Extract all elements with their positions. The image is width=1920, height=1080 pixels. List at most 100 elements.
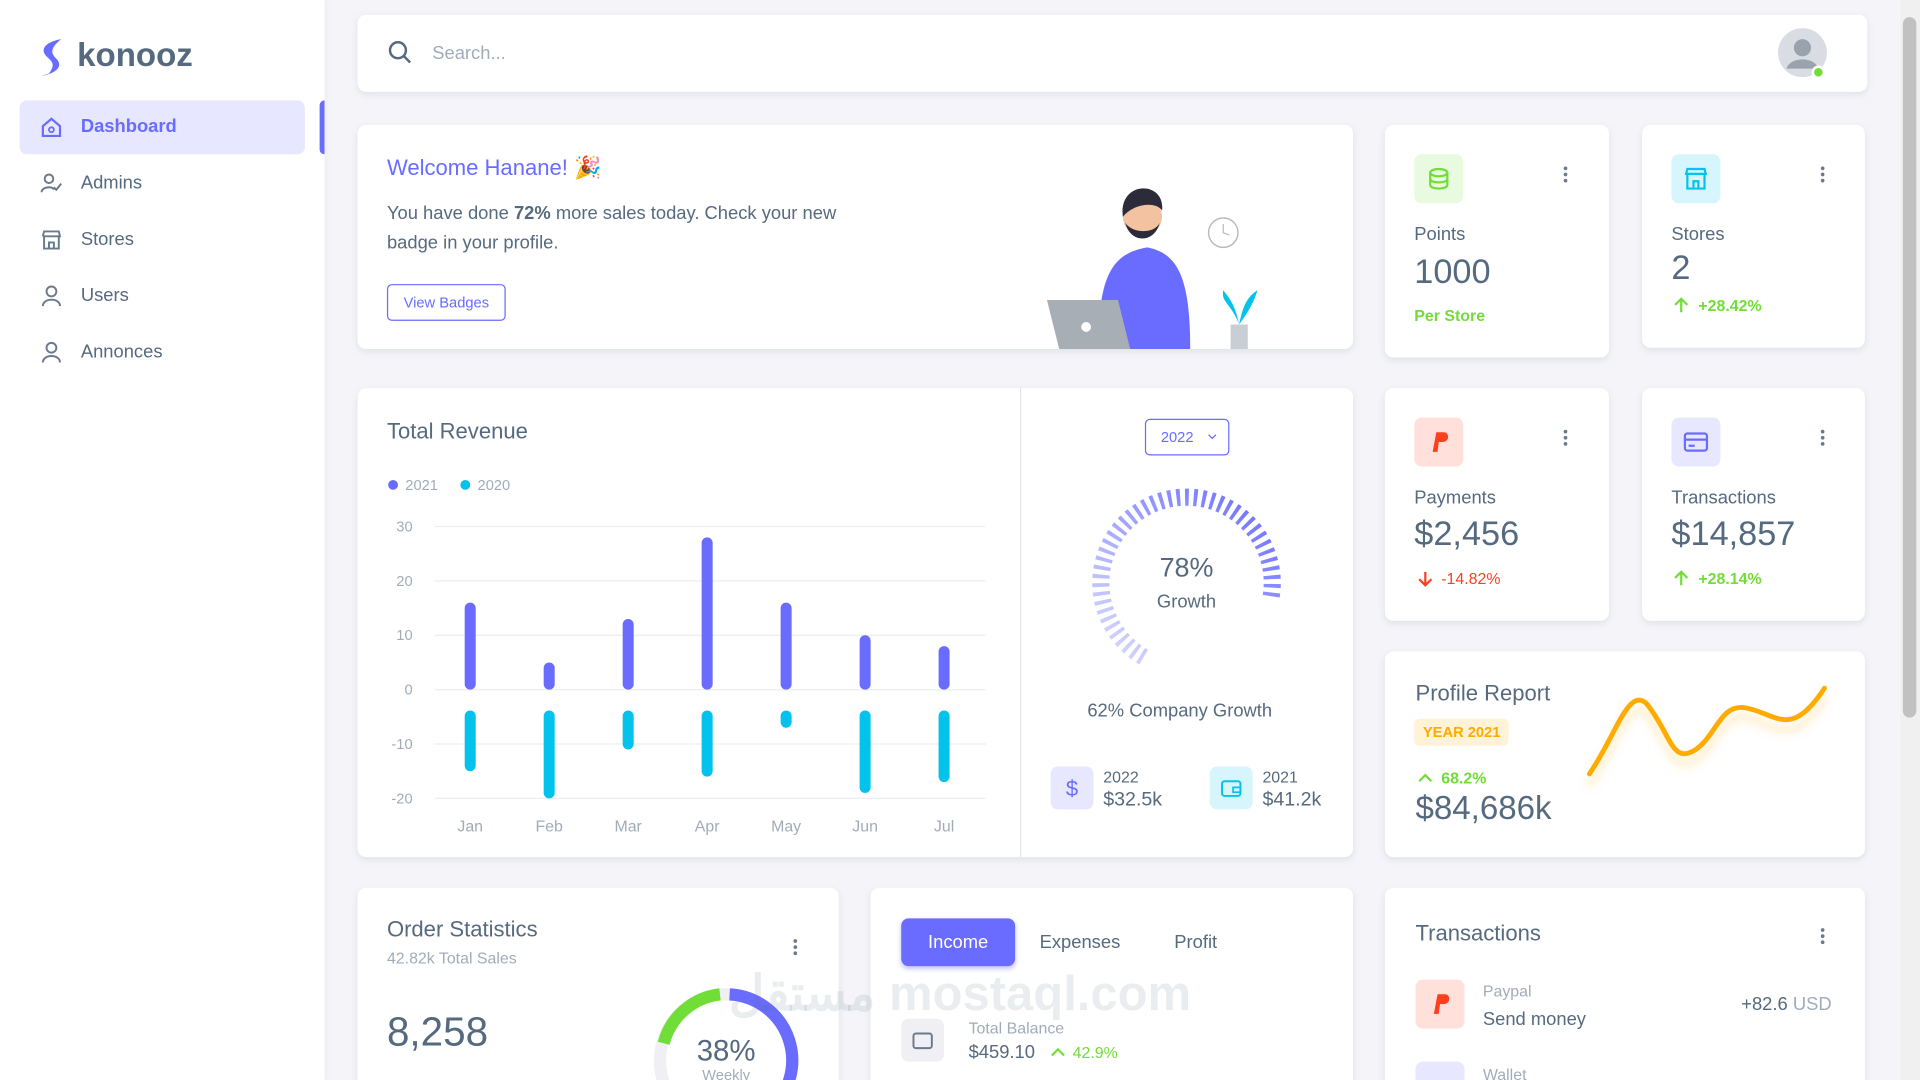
nav-label: Dashboard (80, 116, 177, 138)
chart-title: Total Revenue (386, 418, 528, 444)
balance-change: 42.9% (1072, 1043, 1118, 1062)
nav-item[interactable]: Stores (20, 213, 305, 267)
card-menu[interactable] (1820, 429, 1826, 448)
currency: USD (1792, 994, 1832, 1016)
nav-label: Users (80, 285, 129, 307)
search-bar[interactable]: Search... (357, 14, 1868, 92)
payments-card: Payments $2,456 -14.82% (1384, 388, 1609, 621)
stat-label: Transactions (1671, 487, 1776, 509)
revenue-card: Total Revenue 2022 62% Company Growth $ … (357, 388, 1354, 858)
stat-value: 2 (1671, 248, 1691, 287)
card-menu[interactable] (1820, 928, 1826, 946)
order-title: Order Statistics (386, 917, 538, 942)
tab-profit[interactable]: Profit (1174, 931, 1218, 953)
stat-value: $14,857 (1671, 514, 1796, 553)
year-badge: YEAR 2021 (1414, 718, 1510, 746)
wallet-icon (901, 1018, 945, 1062)
order-statistics-card: Order Statistics 42.82k Total Sales 8,25… (357, 887, 839, 1080)
profile-report-card: Profile Report YEAR 2021 68.2% $84,686k (1384, 651, 1865, 858)
profile-change: 68.2% (1441, 768, 1487, 788)
sidebar: konooz Dashboard Admins Stores Users Ann… (0, 0, 325, 1080)
card-menu[interactable] (1563, 166, 1569, 185)
balance-value: $459.10 (968, 1042, 1035, 1063)
order-subtitle: 42.82k Total Sales (386, 948, 517, 968)
amount: +82.6 (1741, 994, 1788, 1016)
search-placeholder: Search... (432, 42, 506, 64)
transaction-source: Paypal (1482, 982, 1532, 1001)
dollar-icon: $ (1050, 766, 1094, 810)
svg-text:$: $ (1066, 776, 1078, 801)
nav-item[interactable]: Dashboard (19, 100, 305, 155)
text: more sales today. Check your new badge i… (386, 203, 837, 254)
welcome-card: Welcome Hanane! 🎉 You have done 72% more… (357, 124, 1354, 349)
growth-caption: 62% Company Growth (1087, 700, 1273, 722)
year-dropdown[interactable]: 2022 (1144, 418, 1230, 456)
transaction-source: Wallet (1482, 1065, 1527, 1080)
points-card: Points 1000 Per Store (1384, 124, 1609, 358)
nav-item[interactable]: Users (20, 269, 305, 323)
arrow-up (1418, 773, 1433, 783)
tab-income[interactable]: Income (901, 918, 1016, 967)
nav-item[interactable]: Annonces (20, 326, 305, 380)
stat-label: Stores (1671, 224, 1725, 245)
paypal-icon (1415, 979, 1465, 1029)
welcome-title: Welcome Hanane! 🎉 (386, 155, 602, 181)
order-value: 8,258 (386, 1008, 489, 1055)
profile-value: $84,686k (1415, 789, 1552, 827)
stat-value: $2,456 (1414, 514, 1520, 553)
nav-icon (41, 230, 62, 250)
growth-amount: $41.2k (1262, 789, 1322, 811)
nav-icon (40, 173, 62, 193)
welcome-text: You have done 72% more sales today. Chec… (387, 200, 877, 259)
stores-card: Stores 2 +28.42% (1642, 124, 1865, 348)
nav-item[interactable]: Admins (20, 157, 305, 211)
nav-icon (41, 285, 61, 307)
profile-title: Profile Report (1415, 680, 1551, 706)
wallet-icon (1209, 766, 1253, 810)
card-menu[interactable] (1820, 166, 1826, 185)
divider (1020, 388, 1022, 858)
growth-year: 2022 (1103, 767, 1139, 787)
nav-icon (41, 341, 61, 363)
logo-icon (41, 39, 62, 76)
highlight: 72% (513, 203, 551, 225)
stat-change: +28.42% (1698, 296, 1762, 315)
scrollbar (1900, 0, 1920, 1080)
transactions-list-card: Transactions Paypal Send money +82.6 USD… (1384, 887, 1865, 1080)
income-card: Income Expenses Profit Total Balance $45… (870, 887, 1354, 1080)
arrow-up (1674, 570, 1689, 586)
transaction-amount: +82.6 USD (1741, 994, 1831, 1015)
transaction-action: Send money (1482, 1008, 1587, 1030)
transactions-card: Transactions $14,857 +28.14% (1642, 388, 1865, 621)
wallet-icon (1415, 1061, 1465, 1080)
payments-icon (1414, 417, 1464, 467)
stat-change: +28.14% (1698, 569, 1762, 588)
brand: konooz (77, 36, 193, 74)
stat-label: Payments (1414, 487, 1496, 509)
scrollbar-thumb[interactable] (1902, 17, 1917, 718)
nav-label: Admins (80, 172, 143, 194)
transactions-title: Transactions (1415, 920, 1541, 946)
tab-expenses[interactable]: Expenses (1039, 931, 1121, 953)
stat-note: Per Store (1414, 306, 1486, 325)
card-menu[interactable] (793, 939, 798, 957)
year-label: 2022 (1160, 428, 1194, 446)
avatar[interactable] (1777, 28, 1829, 79)
active-indicator (319, 100, 325, 155)
stat-label: Points (1414, 224, 1466, 245)
nav-label: Annonces (80, 341, 163, 363)
balance-label: Total Balance (968, 1018, 1065, 1038)
arrow-up (1051, 1047, 1065, 1057)
arrow-down (1418, 571, 1433, 587)
arrow-up (1674, 297, 1689, 313)
growth-amount: $32.5k (1103, 789, 1163, 811)
stat-value: 1000 (1414, 252, 1491, 291)
transactions-icon (1671, 417, 1721, 467)
stat-change: -14.82% (1441, 569, 1501, 588)
view-badges-button[interactable]: View Badges (386, 284, 506, 321)
search-icon (388, 41, 412, 64)
card-menu[interactable] (1563, 429, 1569, 448)
illustration (1046, 188, 1258, 349)
